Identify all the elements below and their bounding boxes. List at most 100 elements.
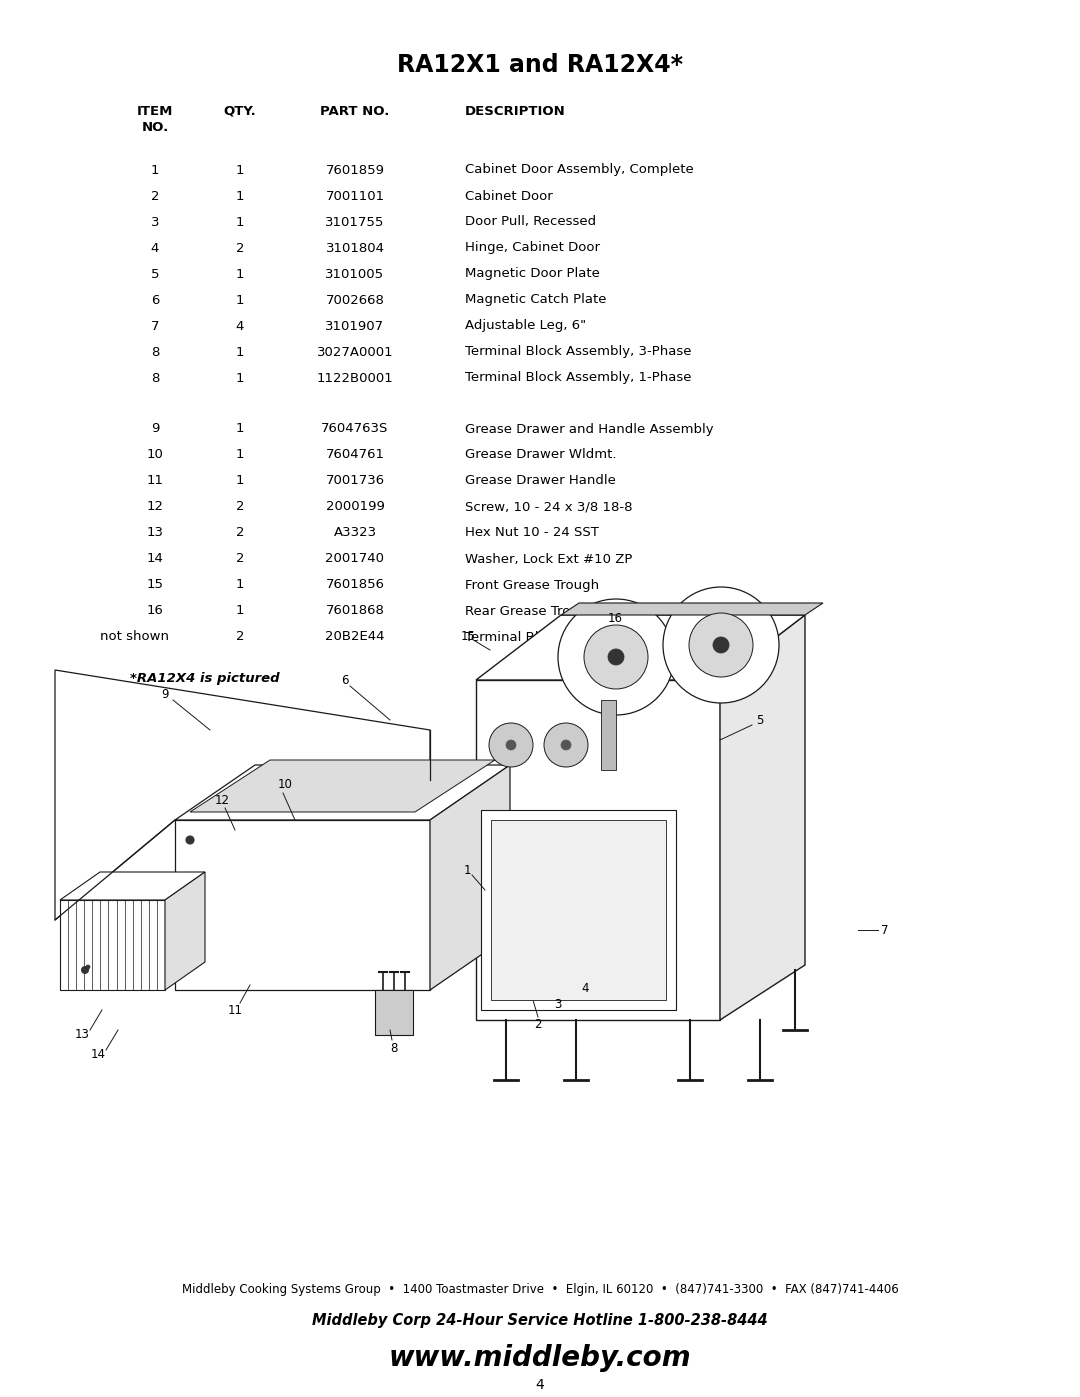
Text: 2: 2 <box>235 500 244 514</box>
Text: 16: 16 <box>607 612 622 624</box>
Text: 6: 6 <box>341 673 349 686</box>
Text: 7601856: 7601856 <box>325 578 384 591</box>
Text: 9: 9 <box>161 689 168 701</box>
Text: 1: 1 <box>151 163 159 176</box>
Text: 8: 8 <box>390 1042 397 1055</box>
Text: 12: 12 <box>147 500 163 514</box>
Text: 20B2E44: 20B2E44 <box>325 630 384 644</box>
Text: Hex Nut 10 - 24 SST: Hex Nut 10 - 24 SST <box>465 527 599 539</box>
Circle shape <box>608 650 624 665</box>
Text: Front Grease Trough: Front Grease Trough <box>465 578 599 591</box>
Text: 7002668: 7002668 <box>325 293 384 306</box>
Text: 2: 2 <box>235 630 244 644</box>
Circle shape <box>689 613 753 678</box>
Text: 8: 8 <box>151 372 159 384</box>
Circle shape <box>186 835 194 844</box>
Text: 1: 1 <box>235 578 244 591</box>
Polygon shape <box>491 820 666 1000</box>
Polygon shape <box>481 810 676 1010</box>
Text: Middleby Cooking Systems Group  •  1400 Toastmaster Drive  •  Elgin, IL 60120  •: Middleby Cooking Systems Group • 1400 To… <box>181 1284 899 1296</box>
Text: 7: 7 <box>881 923 889 936</box>
Text: 7601859: 7601859 <box>325 163 384 176</box>
Text: 3101804: 3101804 <box>325 242 384 254</box>
Text: Grease Drawer and Handle Assembly: Grease Drawer and Handle Assembly <box>465 422 714 436</box>
Text: Middleby Corp 24-Hour Service Hotline 1-800-238-8444: Middleby Corp 24-Hour Service Hotline 1-… <box>312 1313 768 1327</box>
Text: 1: 1 <box>235 215 244 229</box>
Text: RA12X1 and RA12X4*: RA12X1 and RA12X4* <box>397 53 683 77</box>
Polygon shape <box>175 766 510 820</box>
Polygon shape <box>175 820 430 990</box>
Circle shape <box>663 587 779 703</box>
Text: A3323: A3323 <box>334 527 377 539</box>
Text: 1: 1 <box>235 163 244 176</box>
Text: 10: 10 <box>147 448 163 461</box>
Polygon shape <box>476 615 805 680</box>
Text: 3: 3 <box>554 999 562 1011</box>
Text: 7604761: 7604761 <box>325 448 384 461</box>
Text: 2: 2 <box>235 527 244 539</box>
Text: not shown: not shown <box>100 630 170 644</box>
Text: 16: 16 <box>147 605 163 617</box>
Text: www.middleby.com: www.middleby.com <box>389 1344 691 1372</box>
Text: Washer, Lock Ext #10 ZP: Washer, Lock Ext #10 ZP <box>465 552 633 566</box>
Text: 7001101: 7001101 <box>325 190 384 203</box>
Polygon shape <box>720 615 805 1020</box>
Text: Screw, 10 - 24 x 3/8 18-8: Screw, 10 - 24 x 3/8 18-8 <box>465 500 633 514</box>
Text: Magnetic Catch Plate: Magnetic Catch Plate <box>465 293 607 306</box>
Text: 12: 12 <box>215 793 229 806</box>
Text: 1: 1 <box>235 345 244 359</box>
Text: 7: 7 <box>151 320 159 332</box>
Circle shape <box>584 624 648 689</box>
Circle shape <box>713 637 729 652</box>
Text: 7001736: 7001736 <box>325 475 384 488</box>
Polygon shape <box>60 872 205 900</box>
Text: 1122B0001: 1122B0001 <box>316 372 393 384</box>
Circle shape <box>561 740 571 750</box>
Text: 3: 3 <box>151 215 159 229</box>
Circle shape <box>558 599 674 715</box>
Text: PART NO.: PART NO. <box>321 105 390 117</box>
Text: 9: 9 <box>151 422 159 436</box>
Polygon shape <box>165 872 205 990</box>
Text: 8: 8 <box>151 345 159 359</box>
Text: 3101005: 3101005 <box>325 267 384 281</box>
Text: 4: 4 <box>235 320 244 332</box>
Text: 2: 2 <box>235 242 244 254</box>
Text: 7604763S: 7604763S <box>322 422 389 436</box>
Text: Grease Drawer Wldmt.: Grease Drawer Wldmt. <box>465 448 617 461</box>
Text: 4: 4 <box>536 1377 544 1391</box>
Text: 6: 6 <box>151 293 159 306</box>
Polygon shape <box>561 604 823 615</box>
Text: 15: 15 <box>147 578 163 591</box>
Text: Terminal Block Assembly, Heating Element: Terminal Block Assembly, Heating Element <box>465 630 751 644</box>
Circle shape <box>507 740 516 750</box>
Text: 1: 1 <box>235 293 244 306</box>
Text: 14: 14 <box>91 1049 106 1062</box>
Text: 13: 13 <box>147 527 163 539</box>
Text: 10: 10 <box>278 778 293 792</box>
Text: 11: 11 <box>228 1003 243 1017</box>
Text: 1: 1 <box>235 372 244 384</box>
Text: 15: 15 <box>460 630 475 643</box>
Text: 1: 1 <box>235 190 244 203</box>
Polygon shape <box>476 680 720 1020</box>
Circle shape <box>81 967 89 974</box>
Circle shape <box>489 724 534 767</box>
Text: 1: 1 <box>235 605 244 617</box>
Text: 11: 11 <box>147 475 163 488</box>
Text: 4: 4 <box>581 982 589 995</box>
Text: Rear Grease Trough Assembly: Rear Grease Trough Assembly <box>465 605 664 617</box>
Polygon shape <box>55 671 430 921</box>
Text: 3027A0001: 3027A0001 <box>316 345 393 359</box>
Text: 2: 2 <box>151 190 159 203</box>
Polygon shape <box>375 990 413 1035</box>
Circle shape <box>86 965 90 970</box>
Polygon shape <box>60 900 165 990</box>
Text: NO.: NO. <box>141 122 168 134</box>
Circle shape <box>544 724 588 767</box>
Text: Door Pull, Recessed: Door Pull, Recessed <box>465 215 596 229</box>
Text: 5: 5 <box>151 267 159 281</box>
Text: Hinge, Cabinet Door: Hinge, Cabinet Door <box>465 242 600 254</box>
Text: 1: 1 <box>235 448 244 461</box>
Text: 3101907: 3101907 <box>325 320 384 332</box>
